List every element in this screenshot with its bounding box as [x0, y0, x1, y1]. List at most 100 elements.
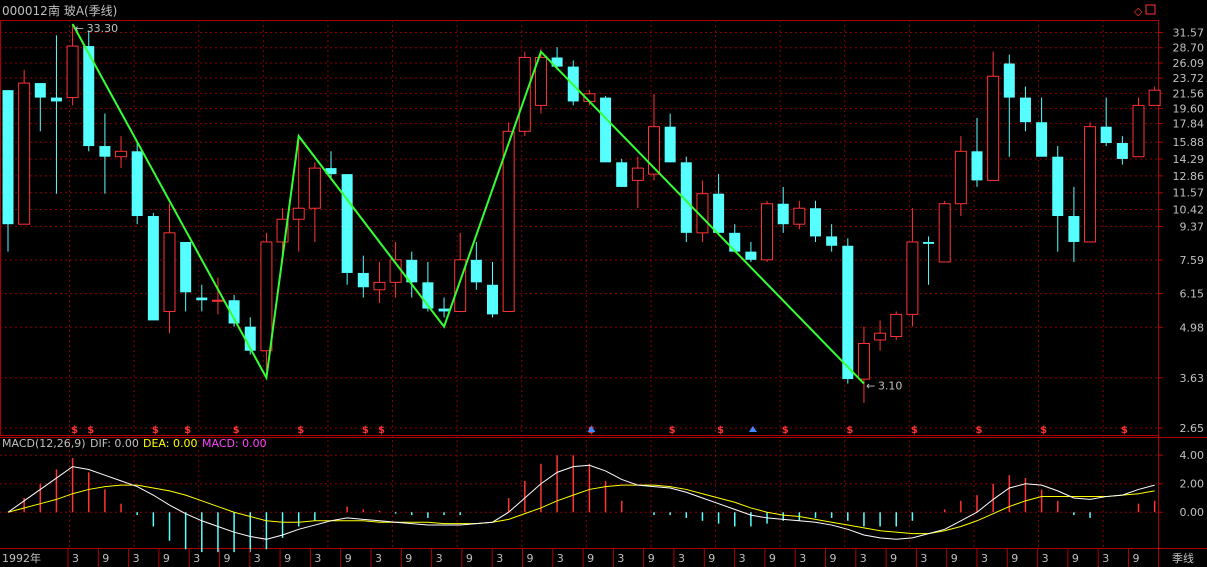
sell-signal-icon[interactable]: $ [911, 425, 918, 436]
candle[interactable] [842, 238, 854, 384]
candle[interactable] [438, 297, 450, 318]
candle[interactable] [373, 261, 386, 303]
candle[interactable] [1084, 122, 1097, 243]
candle[interactable] [34, 83, 46, 132]
candle[interactable] [1148, 86, 1161, 106]
sell-signal-icon[interactable]: $ [71, 425, 78, 436]
sell-signal-icon[interactable]: $ [87, 425, 94, 436]
quarter-label: 9 [890, 552, 897, 565]
sell-signal-icon[interactable]: $ [378, 425, 385, 436]
candle[interactable] [761, 200, 774, 262]
candle[interactable] [325, 151, 337, 181]
candle[interactable] [874, 320, 887, 351]
candle[interactable] [648, 93, 660, 181]
candle[interactable] [2, 90, 14, 252]
candle[interactable] [1052, 146, 1064, 252]
candle[interactable] [745, 241, 757, 262]
candle[interactable] [729, 224, 741, 252]
sell-signal-icon[interactable]: $ [976, 425, 983, 436]
candle[interactable] [1132, 97, 1145, 158]
sell-signal-icon[interactable]: $ [152, 425, 159, 436]
candle[interactable] [341, 174, 353, 285]
candle[interactable] [971, 117, 983, 187]
candle-body [600, 97, 612, 163]
candle[interactable] [696, 180, 709, 242]
candle[interactable] [551, 47, 563, 70]
sell-signal-icon[interactable]: $ [233, 425, 240, 436]
candle[interactable] [923, 236, 935, 285]
candle[interactable] [470, 241, 482, 290]
candle[interactable] [228, 294, 240, 327]
candle[interactable] [357, 255, 369, 298]
candle[interactable] [954, 136, 967, 217]
candle[interactable] [99, 113, 111, 194]
candle[interactable] [422, 261, 434, 312]
buy-signal-icon[interactable] [587, 426, 596, 432]
candle[interactable] [1068, 186, 1080, 262]
candle[interactable] [260, 232, 273, 371]
candle[interactable] [147, 212, 159, 321]
candle[interactable] [616, 158, 628, 187]
restore-icon[interactable]: ◇ [1134, 5, 1143, 18]
candle[interactable] [987, 51, 1000, 181]
candle[interactable] [713, 174, 725, 233]
candle[interactable] [938, 200, 951, 263]
candle[interactable] [1036, 97, 1048, 157]
candle[interactable] [857, 326, 870, 403]
candle[interactable] [680, 156, 692, 242]
candle[interactable] [50, 35, 62, 194]
candle[interactable] [777, 186, 789, 233]
candle[interactable] [1019, 86, 1031, 132]
candle[interactable] [534, 48, 547, 114]
candle[interactable] [1003, 54, 1015, 157]
candle[interactable] [600, 96, 612, 163]
maximize-icon[interactable] [1145, 4, 1156, 15]
stock-code: 000012 [2, 4, 48, 18]
candle[interactable] [826, 224, 838, 252]
candle[interactable] [131, 140, 143, 225]
sell-signal-icon[interactable]: $ [846, 425, 853, 436]
quarter-label: 9 [102, 552, 109, 565]
quarter-label: 9 [769, 552, 776, 565]
candle[interactable] [890, 311, 903, 340]
candle[interactable] [906, 208, 919, 327]
candle[interactable] [18, 69, 31, 225]
candle[interactable] [292, 140, 305, 252]
candle[interactable] [115, 136, 128, 169]
candle[interactable] [793, 200, 806, 230]
candle[interactable] [1116, 136, 1128, 165]
candle-body [842, 245, 854, 380]
candle[interactable] [454, 232, 467, 312]
candle[interactable] [180, 241, 192, 312]
candle[interactable] [518, 51, 531, 137]
sell-signal-icon[interactable]: $ [362, 425, 369, 436]
sell-signal-icon[interactable]: $ [1040, 425, 1047, 436]
candle[interactable] [196, 284, 208, 312]
quarter-label: 3 [1102, 552, 1109, 565]
buy-signal-icon[interactable] [748, 426, 757, 432]
candle[interactable] [83, 30, 95, 152]
candle-body [1052, 156, 1064, 217]
price-tick-label: 11.57 [1173, 187, 1205, 200]
candle[interactable] [308, 162, 321, 242]
sell-signal-icon[interactable]: $ [184, 425, 191, 436]
sell-signal-icon[interactable]: $ [782, 425, 789, 436]
candle[interactable] [406, 251, 418, 298]
candle[interactable] [1100, 97, 1112, 147]
quarter-label: 3 [981, 552, 988, 565]
candle[interactable] [163, 203, 176, 334]
macd-panel: 4.00 2.00 0.00 [0, 449, 1204, 553]
sell-signal-icon[interactable]: $ [1121, 425, 1128, 436]
candle[interactable] [567, 60, 579, 106]
candle[interactable] [66, 24, 79, 106]
sell-signal-icon[interactable]: $ [297, 425, 304, 436]
candle[interactable] [631, 156, 644, 209]
sell-signal-icon[interactable]: $ [717, 425, 724, 436]
candle-body [357, 272, 369, 288]
candle[interactable] [502, 122, 515, 312]
candle[interactable] [810, 200, 821, 242]
candle[interactable] [487, 261, 498, 318]
sell-signal-icon[interactable]: $ [669, 425, 676, 436]
candle[interactable] [664, 113, 676, 163]
